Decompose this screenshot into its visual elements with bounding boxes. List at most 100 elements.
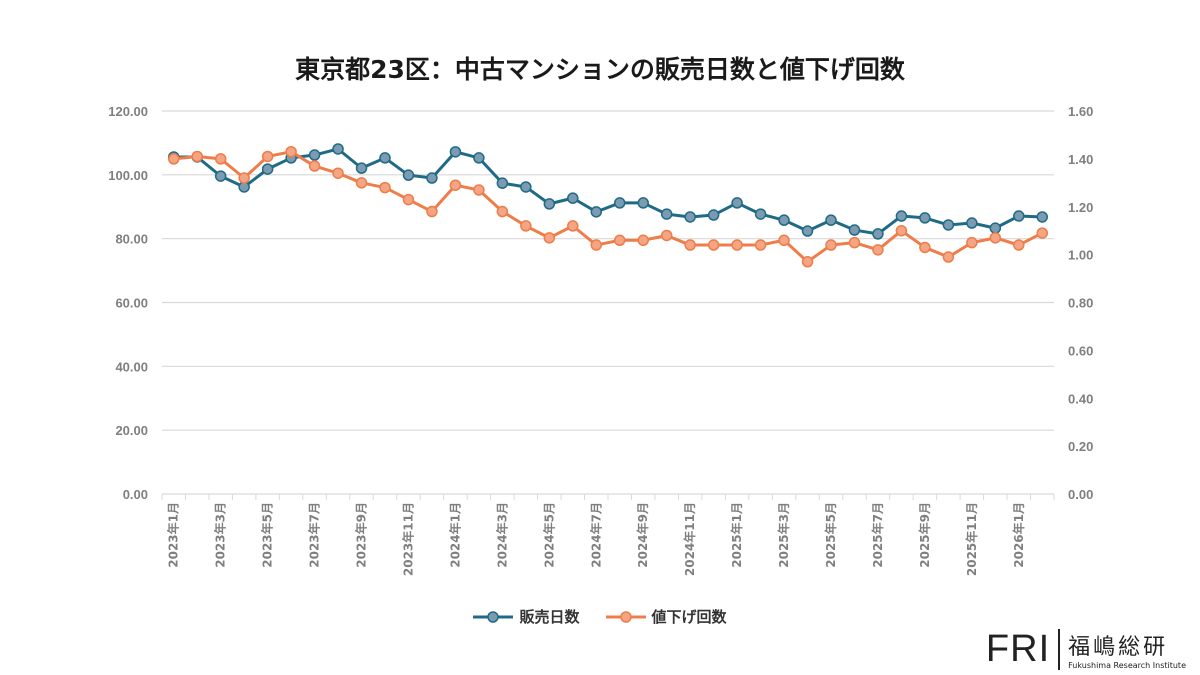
logo-mark: FRI	[985, 628, 1051, 670]
legend: 販売日数 値下げ回数	[0, 606, 1200, 627]
data-point-price-cuts	[167, 153, 180, 165]
data-point-price-cuts	[778, 234, 790, 247]
y-right-tick-label: 0.40	[1068, 391, 1093, 406]
y-left-tick-label: 60.00	[115, 296, 148, 311]
data-point-price-cuts	[285, 145, 297, 158]
x-tick-label: 2024年3月	[494, 502, 509, 568]
data-point-days	[684, 211, 696, 223]
data-point-days	[355, 162, 368, 174]
y-left-tick-label: 40.00	[115, 359, 148, 374]
y-right-tick-label: 0.60	[1068, 343, 1093, 358]
data-point-price-cuts	[308, 160, 321, 172]
data-point-price-cuts	[660, 229, 673, 242]
y-right-tick-label: 1.60	[1068, 104, 1093, 119]
data-point-days	[778, 214, 790, 226]
x-tick-label: 2025年5月	[823, 502, 838, 568]
data-point-days	[1036, 211, 1049, 223]
data-point-price-cuts	[1036, 227, 1049, 239]
data-point-price-cuts	[966, 236, 978, 249]
data-point-days	[848, 224, 861, 236]
y-right-tick-label: 0.20	[1068, 439, 1093, 454]
data-point-days	[919, 212, 931, 224]
x-tick-label: 2023年11月	[400, 502, 415, 576]
y-left-tick-label: 20.00	[115, 423, 148, 438]
x-tick-label: 2026年1月	[1011, 502, 1026, 568]
data-point-price-cuts	[379, 181, 391, 194]
data-point-price-cuts	[848, 236, 861, 249]
data-point-price-cuts	[801, 256, 814, 268]
y-right-tick-label: 1.40	[1068, 152, 1093, 167]
y-right-tick-label: 0.80	[1068, 296, 1093, 311]
data-point-price-cuts	[754, 239, 767, 251]
data-point-days	[590, 206, 603, 218]
y-left-tick-label: 0.00	[123, 487, 148, 502]
data-point-price-cuts	[590, 239, 603, 251]
data-point-days	[707, 209, 720, 221]
data-point-price-cuts	[684, 239, 696, 251]
data-point-days	[449, 146, 462, 158]
data-point-price-cuts	[707, 239, 720, 251]
legend-item-price-cuts: 値下げ回数	[605, 606, 727, 627]
data-point-days	[543, 198, 556, 210]
data-point-days	[613, 197, 626, 209]
x-tick-label: 2025年1月	[729, 502, 744, 568]
data-point-price-cuts	[919, 241, 931, 254]
data-point-days	[426, 172, 438, 184]
x-tick-label: 2024年7月	[588, 502, 603, 568]
x-tick-label: 2023年9月	[354, 502, 369, 568]
data-point-days	[520, 181, 532, 193]
data-point-days	[731, 197, 743, 209]
legend-label-days: 販売日数	[519, 608, 580, 626]
data-point-price-cuts	[637, 234, 649, 247]
data-point-price-cuts	[520, 220, 532, 232]
x-tick-label: 2024年1月	[447, 502, 462, 568]
data-point-price-cuts	[355, 177, 368, 189]
x-tick-label: 2023年7月	[307, 502, 322, 568]
data-point-days	[379, 152, 391, 164]
data-point-days	[637, 197, 649, 209]
data-point-days	[496, 177, 509, 189]
data-point-days	[895, 210, 908, 222]
legend-marker-days	[473, 610, 514, 623]
data-point-price-cuts	[402, 193, 415, 206]
data-point-price-cuts	[261, 150, 274, 163]
data-point-days	[872, 228, 884, 240]
legend-item-days: 販売日数	[473, 606, 580, 627]
data-point-price-cuts	[543, 232, 556, 244]
x-tick-label: 2024年9月	[635, 502, 650, 568]
legend-label-price-cuts: 値下げ回数	[651, 608, 727, 626]
y-right-tick-label: 1.00	[1068, 248, 1093, 263]
x-tick-label: 2023年3月	[213, 502, 228, 568]
data-point-price-cuts	[214, 153, 227, 165]
data-point-price-cuts	[496, 205, 509, 218]
legend-marker-price-cuts	[605, 610, 646, 623]
data-point-days	[332, 143, 344, 155]
y-right-tick-label: 1.20	[1068, 200, 1093, 215]
data-point-days	[402, 169, 415, 181]
data-point-days	[567, 192, 579, 204]
y-left-tick-label: 80.00	[115, 232, 148, 247]
data-point-price-cuts	[449, 179, 462, 191]
data-point-price-cuts	[332, 167, 344, 179]
chart-title: 東京都23区：中古マンションの販売日数と値下げ回数	[295, 55, 905, 84]
data-point-price-cuts	[872, 244, 884, 256]
data-point-price-cuts	[613, 234, 626, 247]
data-point-price-cuts	[895, 224, 908, 237]
data-point-days	[214, 170, 227, 182]
data-point-price-cuts	[191, 150, 203, 163]
logo-english: Fukushima Research Institute	[1068, 661, 1186, 670]
logo: FRI 福嶋総研 Fukushima Research Institute	[986, 628, 1186, 671]
data-point-price-cuts	[731, 239, 743, 251]
x-tick-label: 2025年7月	[870, 502, 885, 568]
data-point-days	[966, 217, 978, 229]
data-point-price-cuts	[238, 172, 250, 184]
data-point-days	[261, 163, 274, 175]
data-point-days	[660, 208, 673, 220]
y-left-tick-label: 120.00	[108, 104, 148, 119]
x-tick-label: 2025年11月	[964, 502, 979, 576]
data-point-days	[942, 219, 955, 231]
data-point-days	[754, 208, 767, 220]
data-point-price-cuts	[473, 184, 485, 196]
x-tick-label: 2023年1月	[166, 502, 181, 568]
